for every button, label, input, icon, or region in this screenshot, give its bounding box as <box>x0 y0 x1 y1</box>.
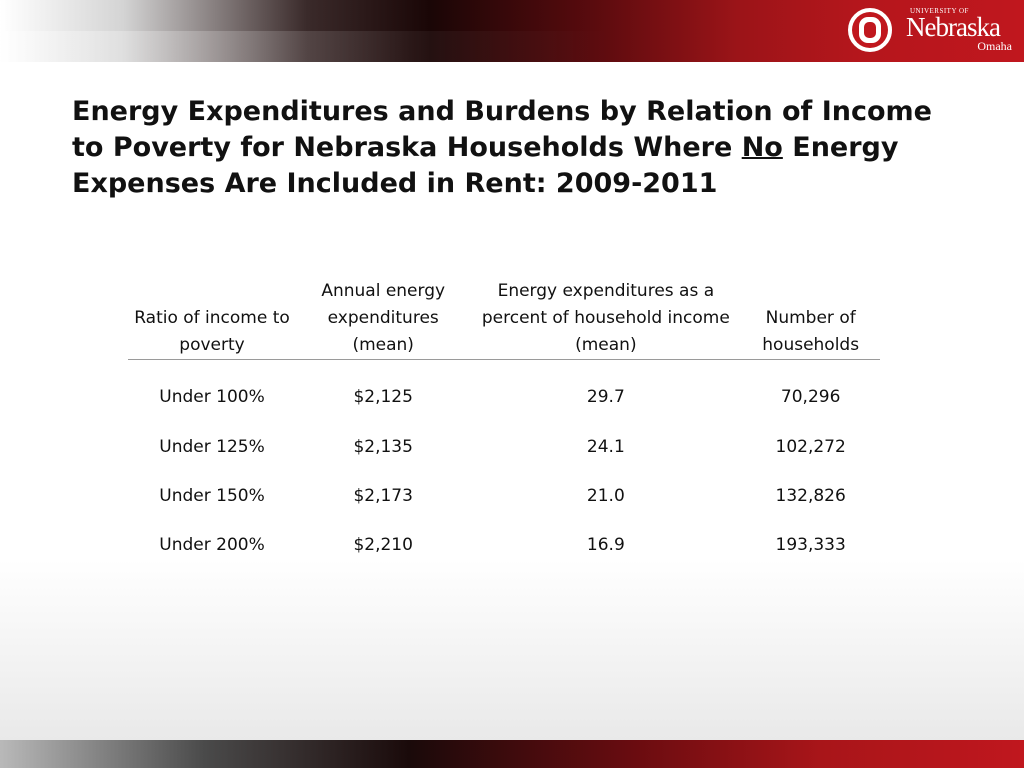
title-text-part1: Energy Expenditures and Burdens by Relat… <box>72 96 932 163</box>
households-cell: 70,296 <box>780 387 841 407</box>
header-banner: UNIVERSITY OF Nebraska Omaha <box>0 0 1024 62</box>
energy-burden-table: Ratio of income to poverty Annual energy… <box>128 278 880 569</box>
households-cell: 102,272 <box>775 436 846 457</box>
logo-university-name: Nebraska <box>906 12 1001 42</box>
percent-cell: 21.0 <box>586 485 625 506</box>
table-row: Under 150% $2,173 21.0 132,826 <box>128 471 880 520</box>
households-cell: 193,333 <box>775 534 846 555</box>
households-cell: 132,826 <box>775 485 846 506</box>
ratio-cell: Under 200% <box>159 534 265 555</box>
expenditure-cell: $2,135 <box>353 436 413 457</box>
column-header-percent-income: Energy expenditures as a percent of hous… <box>470 278 742 360</box>
logo-university-prefix: UNIVERSITY OF <box>910 7 969 15</box>
logo-campus-name: Omaha <box>977 39 1012 53</box>
table-row: Under 100% $2,125 29.7 70,296 <box>128 360 880 423</box>
percent-cell: 16.9 <box>586 534 625 555</box>
percent-cell: 24.1 <box>586 436 625 457</box>
ratio-cell: Under 125% <box>159 436 265 457</box>
ratio-cell: Under 150% <box>159 485 265 506</box>
title-text-part2: Energy Expenses Are Included in Rent: 20… <box>72 132 899 199</box>
uno-o-logo-icon <box>848 8 892 52</box>
footer-fade <box>0 560 1024 740</box>
ratio-cell: Under 100% <box>159 387 265 407</box>
table-row: Under 125% $2,135 24.1 102,272 <box>128 422 880 471</box>
table-row: Under 200% $2,210 16.9 193,333 <box>128 520 880 569</box>
column-header-ratio: Ratio of income to poverty <box>128 278 297 360</box>
title-emphasis: No <box>741 132 783 163</box>
column-header-households: Number of households <box>741 278 880 360</box>
footer-banner <box>0 740 1024 768</box>
table-header-row: Ratio of income to poverty Annual energy… <box>128 278 880 360</box>
column-header-expenditures: Annual energy expenditures (mean) <box>296 278 471 360</box>
university-logo[interactable]: UNIVERSITY OF Nebraska Omaha <box>846 4 1014 56</box>
expenditure-cell: $2,210 <box>353 534 413 555</box>
expenditure-cell: $2,173 <box>353 485 413 506</box>
slide-title: Energy Expenditures and Burdens by Relat… <box>72 94 972 202</box>
expenditure-cell: $2,125 <box>353 387 413 407</box>
percent-cell: 29.7 <box>586 387 625 407</box>
